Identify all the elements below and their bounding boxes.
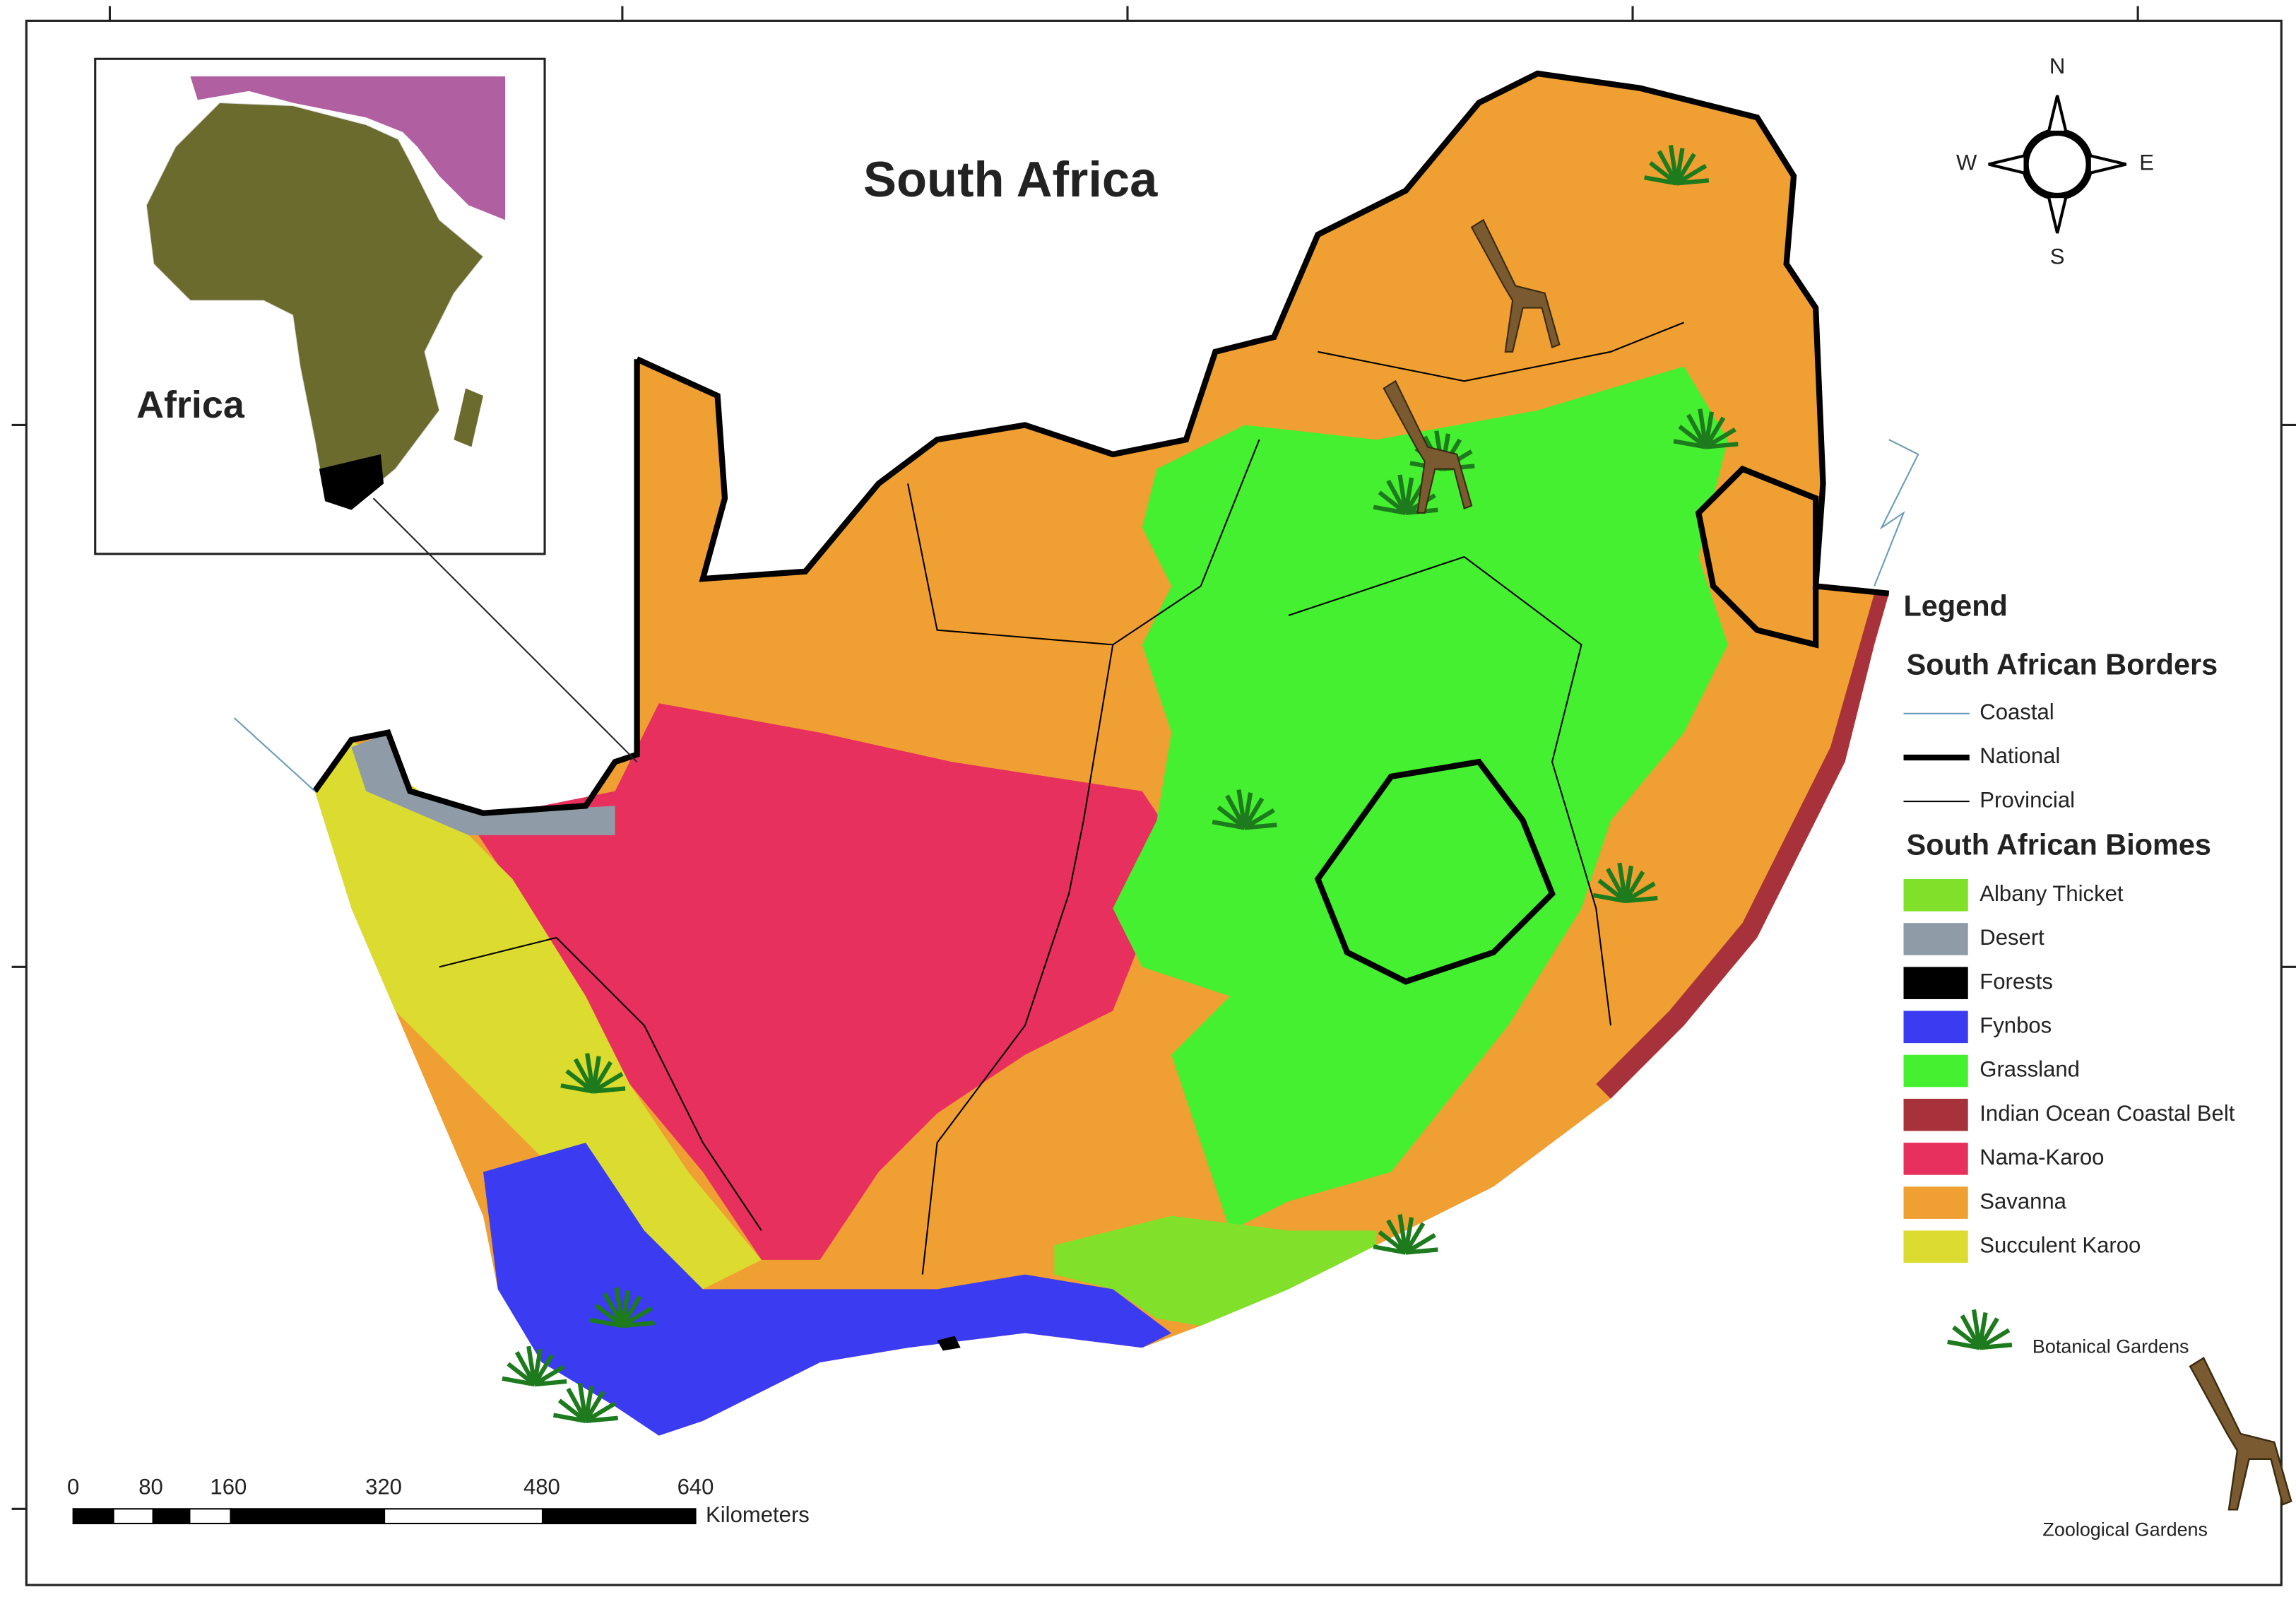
inset-label: Africa xyxy=(136,384,245,426)
scale-label: 480 xyxy=(523,1474,560,1499)
legend-title: Legend xyxy=(1904,589,2008,623)
coastline xyxy=(233,439,1919,792)
albany-thicket-region xyxy=(1054,1215,1377,1326)
provincial-borders xyxy=(439,322,1684,1275)
legend-item: Succulent Karoo xyxy=(1980,1232,2141,1257)
legend-item: Albany Thicket xyxy=(1980,881,2124,906)
legend-item: Indian Ocean Coastal Belt xyxy=(1980,1101,2235,1126)
legend-item: Forests xyxy=(1980,969,2053,994)
national-border xyxy=(312,70,1890,816)
legend-swatch xyxy=(1903,1010,1968,1044)
scale-label: 640 xyxy=(677,1474,714,1499)
border-item: Coastal xyxy=(1980,700,2054,724)
legend-item: Fynbos xyxy=(1980,1013,2052,1038)
legend-swatch xyxy=(1903,1098,1968,1131)
legend-swatch xyxy=(1903,878,1968,912)
swaziland xyxy=(1695,465,1819,649)
symbol-item: Botanical Gardens xyxy=(2032,1336,2189,1357)
symbol-item: Zoological Gardens xyxy=(2042,1519,2208,1540)
scale-bar: Kilometers 0 80 160 320 480 640 xyxy=(67,1474,810,1526)
legend-swatch xyxy=(1903,1230,1968,1263)
border-item: Provincial xyxy=(1980,787,2075,812)
legend-swatch xyxy=(1903,967,1968,999)
legend-item: Nama-Karoo xyxy=(1980,1145,2104,1169)
map-title: South Africa xyxy=(863,151,1158,207)
legend-item: Savanna xyxy=(1980,1189,2066,1213)
legend-item: Desert xyxy=(1980,925,2044,950)
compass-north: N xyxy=(2049,54,2065,78)
legend-swatch xyxy=(1903,1143,1968,1175)
scale-label: 160 xyxy=(210,1474,247,1499)
compass-south: S xyxy=(2050,244,2065,269)
compass-west: W xyxy=(1956,151,1977,175)
forest-patch xyxy=(937,1336,961,1351)
inset-map: Africa xyxy=(94,57,638,762)
scale-label: 0 xyxy=(67,1474,79,1499)
nama-karoo-region xyxy=(468,703,1201,1260)
frame-ticks xyxy=(11,6,2296,1510)
map-frame xyxy=(25,19,2283,1586)
compass-east: E xyxy=(2139,151,2154,175)
biome-regions xyxy=(314,73,1889,1436)
border-item: National xyxy=(1980,743,2060,768)
lesotho xyxy=(1314,758,1556,985)
legend-swatch xyxy=(1903,1186,1968,1219)
succulent-karoo-region xyxy=(314,740,762,1290)
compass: N S E W xyxy=(1956,54,2154,269)
legend: Legend South African Borders Coastal Nat… xyxy=(1903,589,2292,1540)
scale-label: 320 xyxy=(365,1474,402,1499)
legend-swatch xyxy=(1903,923,1968,955)
fynbos-region xyxy=(483,1143,1172,1436)
scale-unit: Kilometers xyxy=(706,1502,810,1527)
biomes-title: South African Biomes xyxy=(1907,827,2211,861)
legend-swatch xyxy=(1903,1054,1968,1088)
borders-title: South African Borders xyxy=(1907,647,2218,680)
legend-item: Grassland xyxy=(1980,1057,2080,1082)
scale-label: 80 xyxy=(138,1474,163,1499)
